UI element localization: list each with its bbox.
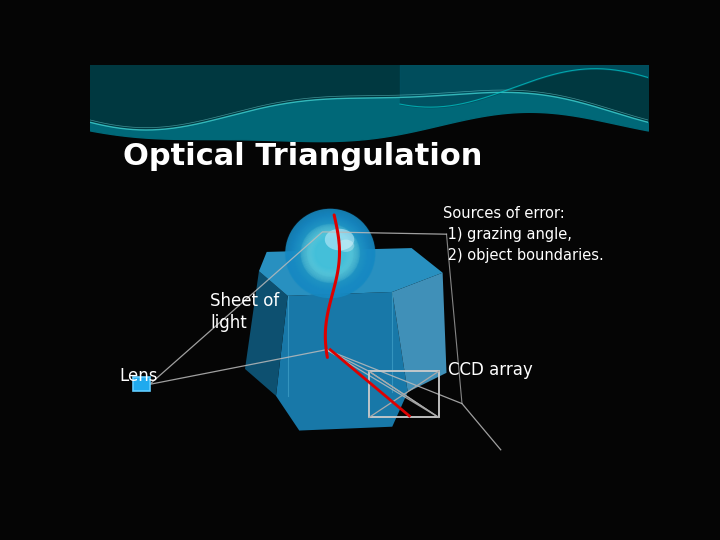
Text: Optical Triangulation: Optical Triangulation: [122, 142, 482, 171]
Bar: [369, 372, 438, 417]
Text: Lens: Lens: [120, 367, 158, 384]
Circle shape: [291, 214, 370, 293]
Polygon shape: [259, 248, 443, 296]
Circle shape: [294, 218, 366, 289]
Circle shape: [285, 209, 375, 298]
Circle shape: [307, 231, 354, 276]
Circle shape: [292, 216, 368, 291]
Circle shape: [308, 232, 352, 275]
Circle shape: [306, 230, 354, 277]
Circle shape: [285, 209, 375, 298]
Circle shape: [289, 212, 372, 295]
Circle shape: [296, 219, 365, 288]
Circle shape: [300, 224, 361, 284]
Text: Sources of error:
 1) grazing angle,
 2) object boundaries.: Sources of error: 1) grazing angle, 2) o…: [443, 206, 603, 263]
Circle shape: [289, 213, 371, 294]
Ellipse shape: [337, 240, 354, 252]
Circle shape: [292, 215, 369, 292]
Circle shape: [305, 228, 355, 278]
Circle shape: [315, 239, 345, 268]
Circle shape: [287, 210, 374, 297]
Polygon shape: [276, 292, 408, 430]
Circle shape: [287, 211, 373, 296]
Ellipse shape: [325, 229, 354, 251]
Circle shape: [310, 233, 351, 274]
Circle shape: [315, 238, 346, 269]
Circle shape: [304, 227, 356, 279]
Circle shape: [294, 217, 366, 290]
Text: Sheet of
light: Sheet of light: [210, 292, 279, 332]
Polygon shape: [392, 273, 446, 392]
Circle shape: [299, 222, 361, 285]
Circle shape: [312, 236, 348, 271]
Polygon shape: [245, 271, 287, 396]
Text: CCD array: CCD array: [448, 361, 533, 379]
Circle shape: [312, 235, 349, 272]
Bar: [132, 377, 150, 392]
Circle shape: [297, 220, 364, 287]
Circle shape: [298, 221, 363, 286]
Circle shape: [302, 226, 359, 281]
Circle shape: [301, 225, 359, 282]
Circle shape: [303, 226, 357, 280]
Circle shape: [314, 237, 347, 270]
Circle shape: [310, 234, 350, 273]
